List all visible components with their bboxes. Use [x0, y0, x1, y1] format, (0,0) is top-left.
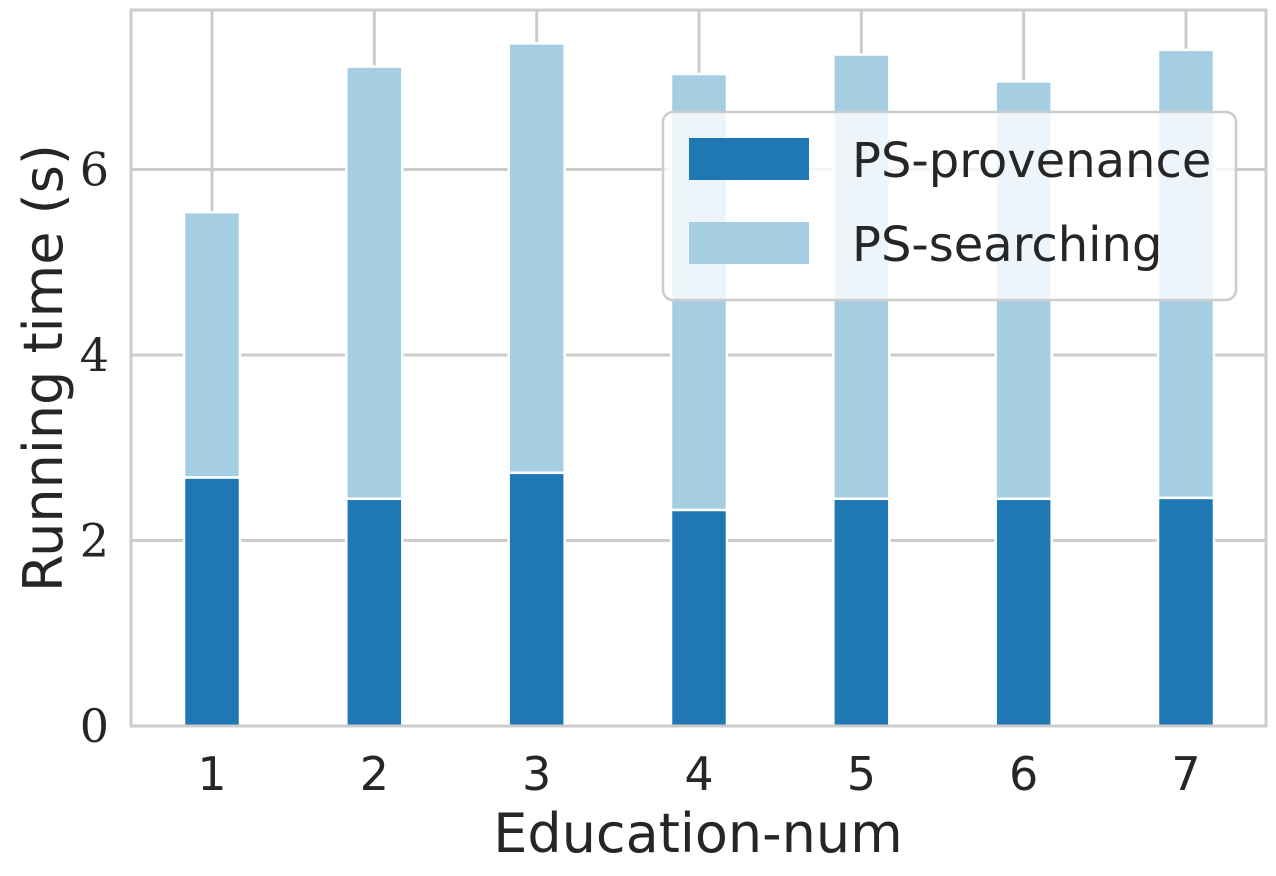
legend-label-ps-searching: PS-searching	[852, 217, 1162, 273]
bar-ps-provenance-4	[669, 508, 729, 728]
y-tick-label: 4	[80, 328, 109, 382]
x-tick-label: 7	[1171, 747, 1200, 801]
x-tick-label: 3	[522, 747, 551, 801]
x-tick-label: 6	[1009, 747, 1038, 801]
bar-ps-provenance-5	[832, 497, 891, 728]
legend-label-ps-provenance: PS-provenance	[852, 133, 1211, 189]
bar-ps-provenance-3	[507, 471, 566, 728]
x-tick-label: 1	[197, 747, 226, 801]
legend-swatch-ps-searching	[689, 222, 809, 264]
bar-ps-provenance-7	[1156, 496, 1216, 728]
bar-ps-searching-3	[507, 42, 566, 475]
x-tick-label: 5	[847, 747, 876, 801]
y-tick-label: 0	[80, 699, 109, 753]
legend: PS-provenance PS-searching	[661, 110, 1238, 302]
x-tick-label: 4	[684, 747, 713, 801]
legend-swatch-ps-provenance	[689, 138, 809, 180]
plot-frame	[129, 8, 1268, 728]
x-tick-label: 2	[360, 747, 389, 801]
bar-ps-provenance-6	[994, 497, 1053, 728]
y-tick-label: 2	[80, 514, 109, 568]
x-axis-title: Education-num	[493, 802, 902, 865]
y-tick-labels: 0 2 4 6	[80, 143, 109, 753]
x-tick-labels: 1 2 3 4 5 6 7	[197, 747, 1200, 801]
y-axis-title: Running time (s)	[12, 144, 75, 592]
bar-ps-searching-2	[345, 65, 404, 501]
bar-ps-provenance-2	[345, 497, 404, 728]
bar-ps-searching-1	[182, 210, 242, 479]
y-tick-label: 6	[80, 143, 109, 197]
bar-ps-provenance-1	[182, 476, 242, 728]
